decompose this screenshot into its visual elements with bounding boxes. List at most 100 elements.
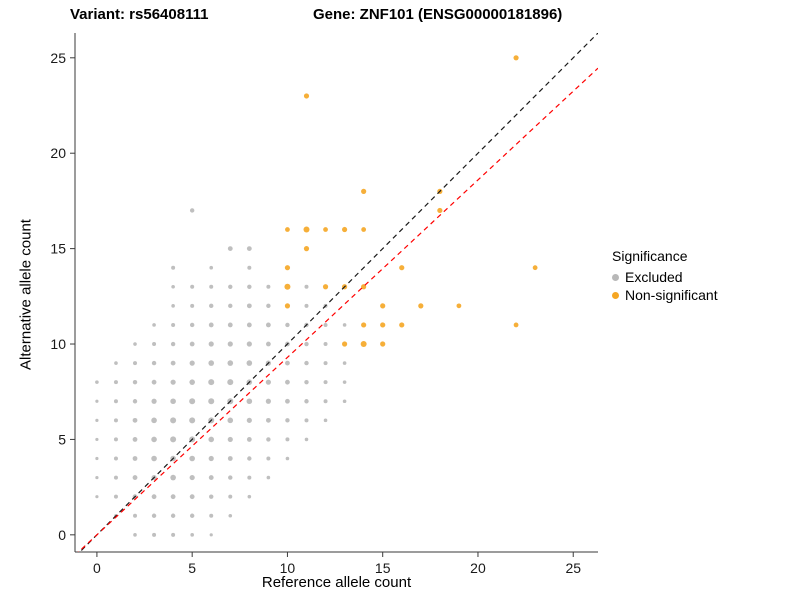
data-point — [208, 436, 215, 443]
data-point — [360, 341, 367, 348]
gene-title: Gene: ZNF101 (ENSG00000181896) — [313, 6, 563, 23]
data-point — [151, 417, 157, 424]
data-point — [284, 303, 291, 309]
data-point — [151, 398, 157, 404]
y-tick-label: 10 — [50, 336, 66, 352]
data-point — [228, 494, 233, 499]
data-point — [246, 398, 253, 405]
data-point — [170, 379, 176, 385]
data-point — [189, 513, 195, 518]
data-point — [189, 360, 195, 366]
data-point — [171, 322, 176, 327]
y-tick-label: 0 — [58, 527, 66, 543]
data-point — [209, 303, 214, 309]
fit-line — [77, 67, 598, 552]
data-point — [323, 361, 328, 366]
data-point — [246, 341, 252, 347]
data-point — [189, 341, 195, 347]
data-point — [189, 379, 195, 385]
data-point — [304, 341, 309, 347]
data-point — [341, 226, 348, 233]
data-point — [284, 265, 291, 271]
data-point — [171, 304, 175, 308]
data-point — [190, 284, 195, 289]
data-point — [303, 226, 310, 233]
data-point — [266, 284, 271, 289]
data-point — [284, 283, 291, 290]
data-point — [208, 475, 214, 480]
data-point — [152, 323, 156, 327]
x-tick-label: 5 — [188, 560, 196, 576]
y-tick-label: 20 — [50, 145, 66, 161]
data-point — [285, 322, 290, 328]
data-point — [227, 341, 233, 347]
data-point — [113, 418, 118, 423]
data-point — [418, 303, 424, 309]
data-point — [246, 360, 253, 366]
data-point — [114, 361, 118, 365]
series-non-significant — [284, 55, 538, 348]
data-point — [171, 265, 176, 270]
data-point — [132, 456, 138, 461]
data-point — [437, 207, 443, 214]
data-point — [152, 342, 157, 347]
data-point — [246, 437, 252, 442]
y-tick-label: 25 — [50, 50, 66, 66]
data-point — [189, 455, 195, 462]
data-point — [456, 303, 462, 309]
data-point — [209, 533, 213, 537]
data-point — [303, 246, 310, 252]
x-tick-label: 25 — [565, 560, 581, 576]
data-point — [227, 379, 234, 386]
data-point — [113, 399, 118, 404]
x-tick-label: 15 — [375, 560, 391, 576]
data-point — [95, 418, 99, 422]
data-point — [170, 474, 176, 481]
data-point — [151, 360, 157, 366]
data-point — [380, 303, 386, 309]
data-point — [113, 456, 118, 461]
legend-label-non-significant: Non-significant — [625, 287, 718, 303]
data-point — [208, 322, 214, 328]
data-point — [170, 513, 176, 518]
data-point — [133, 361, 138, 366]
data-point — [399, 322, 405, 328]
data-point — [227, 436, 233, 443]
data-point — [265, 341, 271, 347]
x-tick-label: 20 — [470, 560, 486, 576]
data-point — [151, 379, 157, 385]
data-point — [342, 399, 347, 404]
data-point — [247, 494, 252, 499]
data-point — [171, 284, 175, 289]
data-point — [189, 322, 195, 328]
x-tick-label: 10 — [280, 560, 296, 576]
data-point — [132, 437, 138, 442]
data-point — [95, 495, 99, 499]
data-point — [323, 342, 328, 347]
data-point — [342, 323, 347, 327]
data-point — [95, 437, 99, 442]
data-point — [151, 436, 157, 443]
data-point — [133, 342, 137, 346]
data-point — [513, 322, 519, 328]
data-point — [209, 265, 214, 270]
data-point — [189, 208, 195, 213]
data-point — [304, 437, 309, 442]
data-point — [189, 417, 196, 424]
data-point — [133, 533, 137, 537]
data-point — [246, 322, 252, 328]
data-point — [132, 417, 138, 423]
data-point — [227, 360, 234, 366]
non-significant-dot-icon — [612, 291, 619, 299]
data-point — [285, 379, 290, 385]
data-point — [95, 399, 99, 403]
data-point — [341, 341, 348, 347]
data-point — [151, 455, 157, 462]
y-tick-label: 5 — [58, 431, 66, 447]
data-point — [208, 455, 214, 462]
data-point — [285, 360, 290, 366]
data-point — [208, 341, 214, 347]
data-point — [170, 436, 177, 443]
